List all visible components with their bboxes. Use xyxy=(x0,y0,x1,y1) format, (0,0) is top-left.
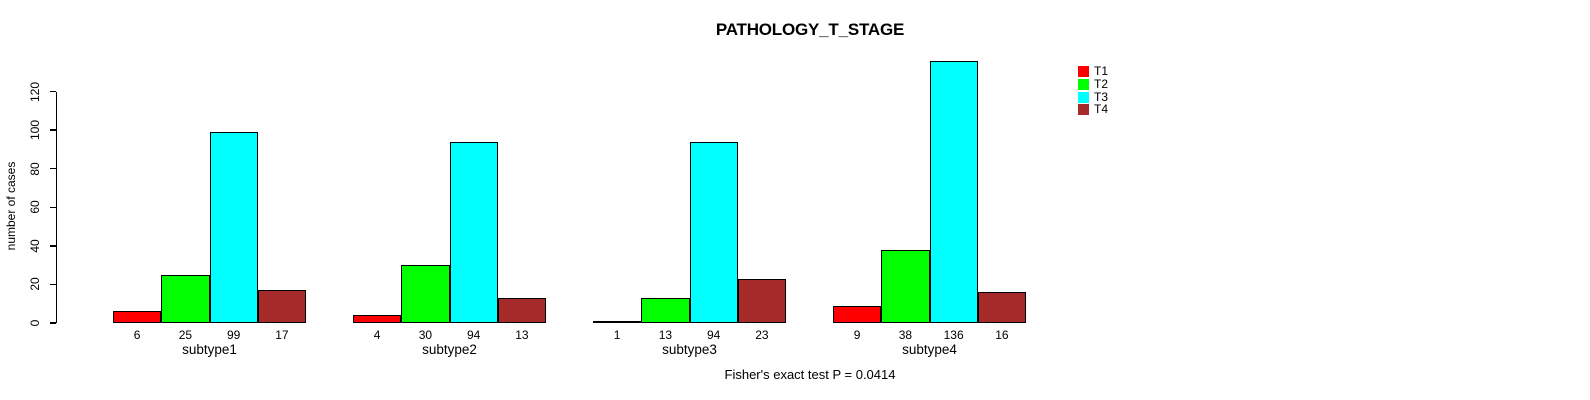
bar-T1-subtype1 xyxy=(113,311,162,323)
y-axis-tick xyxy=(49,167,56,170)
bar-value-label: 23 xyxy=(755,327,769,342)
legend-swatch-T2 xyxy=(1078,78,1089,90)
legend-label: T4 xyxy=(1094,102,1109,117)
y-axis-tick-label: 120 xyxy=(28,81,42,102)
bar-value-label: 99 xyxy=(226,327,241,342)
y-axis-tick xyxy=(49,283,56,286)
y-axis-tick-label: 100 xyxy=(28,120,42,141)
bar-value-label: 13 xyxy=(515,327,529,342)
bar-T2-subtype2 xyxy=(401,265,450,323)
bar-T4-subtype3 xyxy=(737,278,786,323)
bar-value-label: 38 xyxy=(898,327,913,342)
x-category-label: subtype3 xyxy=(662,341,717,357)
bar-value-label: 13 xyxy=(658,327,673,342)
x-category-label: subtype1 xyxy=(182,341,237,357)
legend-item-T4: T4 xyxy=(1078,102,1109,117)
y-axis-tick xyxy=(49,129,56,131)
bar-T3-subtype2 xyxy=(449,141,498,323)
legend-swatch-T1 xyxy=(1078,66,1089,77)
bar-T1-subtype4 xyxy=(833,305,882,323)
legend-swatch-T3 xyxy=(1078,91,1089,103)
legend-label: T3 xyxy=(1094,89,1109,104)
y-axis-tick-label: 60 xyxy=(28,200,42,214)
y-axis-tick xyxy=(49,322,56,324)
y-axis-label: number of cases xyxy=(4,161,18,251)
bar-value-label: 1 xyxy=(613,327,621,342)
bar-value-label: 25 xyxy=(178,327,193,342)
y-axis-tick-label: 80 xyxy=(28,162,42,176)
bar-value-label: 6 xyxy=(133,327,141,342)
y-axis-tick-label: 0 xyxy=(28,319,42,327)
y-axis-tick-label: 40 xyxy=(28,239,42,253)
bar-T3-subtype3 xyxy=(689,141,738,323)
bar-value-label: 16 xyxy=(995,327,1009,342)
fisher-test-label: Fisher's exact test P = 0.0414 xyxy=(724,367,896,382)
y-axis-line xyxy=(55,91,58,323)
bar-value-label: 94 xyxy=(706,327,721,342)
bar-value-label: 4 xyxy=(373,327,381,342)
bar-T3-subtype4 xyxy=(929,60,978,323)
legend-item-T1: T1 xyxy=(1078,64,1109,78)
bar-T4-subtype4 xyxy=(977,292,1026,323)
y-axis-tick xyxy=(49,90,56,93)
bar-value-label: 136 xyxy=(943,327,964,342)
legend-label: T2 xyxy=(1094,76,1109,91)
x-category-label: subtype4 xyxy=(902,341,957,357)
y-axis-tick xyxy=(49,245,56,247)
y-axis-tick xyxy=(49,206,56,209)
bar-value-label: 17 xyxy=(275,327,289,342)
y-axis-tick-label: 20 xyxy=(28,277,42,292)
bar-T1-subtype2 xyxy=(353,315,402,323)
bar-T4-subtype1 xyxy=(257,290,306,323)
bar-T3-subtype1 xyxy=(209,132,258,323)
bar-T2-subtype1 xyxy=(161,274,210,323)
bar-T2-subtype3 xyxy=(641,297,690,323)
bar-value-label: 94 xyxy=(466,327,481,342)
bar-value-label: 30 xyxy=(418,327,433,342)
chart-title: PATHOLOGY_T_STAGE xyxy=(715,20,905,39)
bar-T1-subtype3 xyxy=(593,321,642,323)
legend-item-T3: T3 xyxy=(1078,89,1109,104)
legend-label: T1 xyxy=(1094,64,1109,78)
bar-T4-subtype2 xyxy=(497,297,546,323)
bar-value-label: 9 xyxy=(853,327,861,342)
bar-T2-subtype4 xyxy=(881,249,930,323)
x-category-label: subtype2 xyxy=(422,341,477,357)
legend-swatch-T4 xyxy=(1078,104,1089,116)
legend-item-T2: T2 xyxy=(1078,76,1109,91)
